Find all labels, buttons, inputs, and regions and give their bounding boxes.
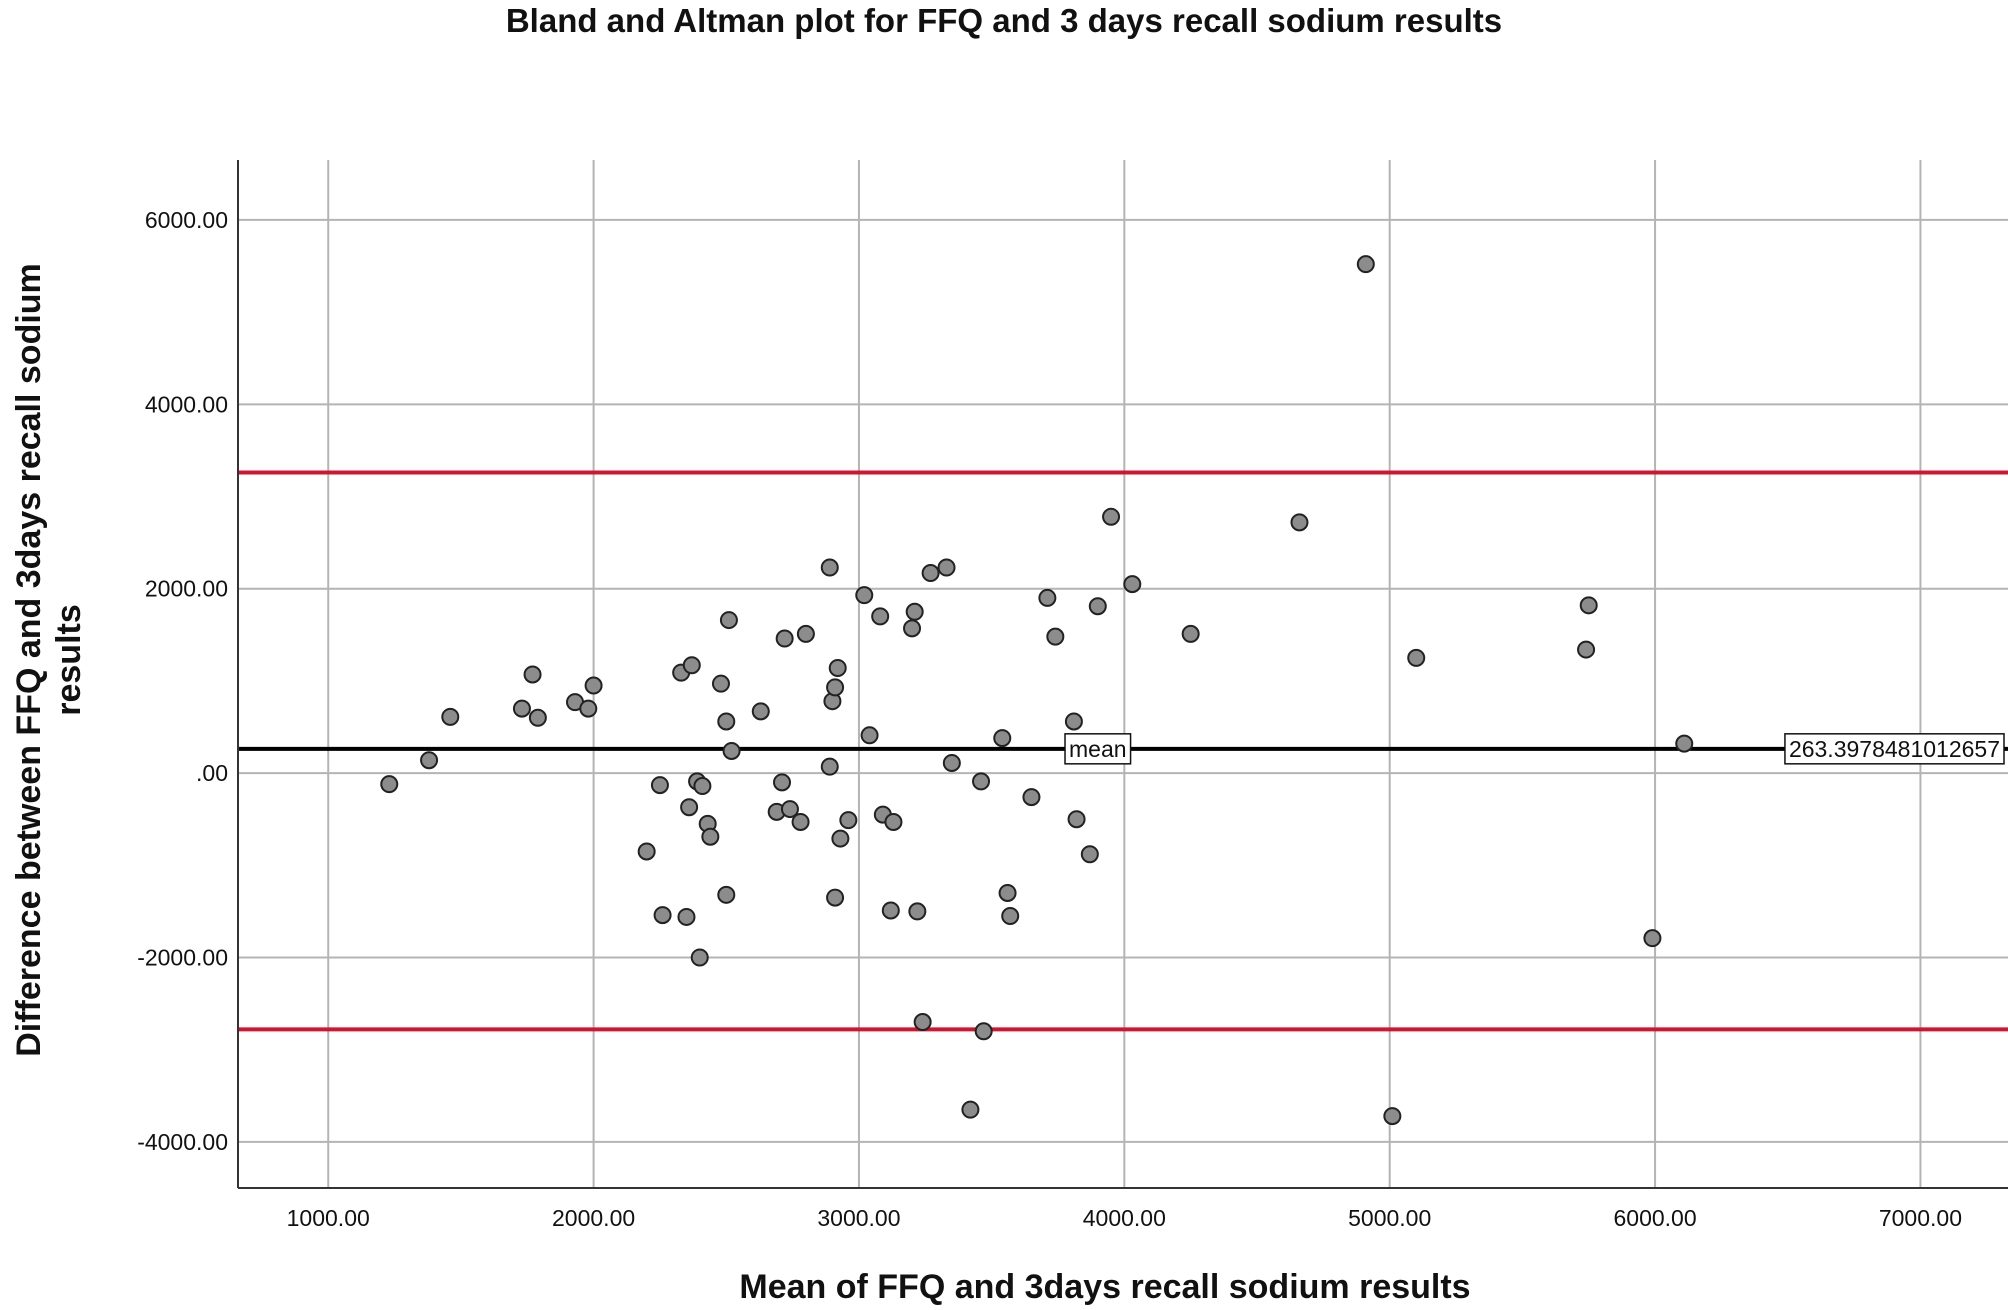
data-point bbox=[796, 624, 815, 643]
annotations: mean 263.3978481012657 bbox=[1064, 733, 2005, 765]
x-tick-label: 4000.00 bbox=[1083, 1205, 1166, 1231]
data-point bbox=[826, 888, 845, 907]
data-point bbox=[881, 901, 900, 920]
data-point bbox=[1080, 845, 1099, 864]
data-point bbox=[993, 729, 1012, 748]
y-tick-label: 2000.00 bbox=[145, 576, 228, 602]
data-point bbox=[719, 611, 738, 630]
data-point bbox=[693, 777, 712, 796]
x-tick-labels: 1000.00 2000.00 3000.00 4000.00 5000.00 6000.… bbox=[287, 1205, 1962, 1231]
data-point bbox=[380, 775, 399, 794]
data-point bbox=[1383, 1107, 1402, 1126]
y-tick-label: 4000.00 bbox=[145, 391, 228, 417]
data-point bbox=[584, 676, 603, 695]
x-tick-label: 1000.00 bbox=[287, 1205, 370, 1231]
data-point bbox=[650, 776, 669, 795]
axes bbox=[237, 160, 2008, 1189]
data-point bbox=[942, 753, 961, 772]
y-axis-title-line-1: Difference between FFQ and 3days recall … bbox=[10, 263, 48, 1057]
data-point bbox=[1022, 788, 1041, 807]
data-point bbox=[637, 842, 656, 861]
data-point bbox=[884, 812, 903, 831]
data-point bbox=[780, 800, 799, 819]
data-point bbox=[1407, 648, 1426, 667]
data-point bbox=[1290, 513, 1309, 532]
data-point bbox=[972, 772, 991, 791]
mean-label-box bbox=[1064, 733, 1132, 765]
data-point bbox=[690, 948, 709, 967]
data-point bbox=[1123, 575, 1142, 594]
data-point bbox=[998, 883, 1017, 902]
data-point bbox=[1643, 929, 1662, 948]
data-point bbox=[855, 586, 874, 605]
data-point bbox=[826, 678, 845, 697]
x-tick-label: 2000.00 bbox=[552, 1205, 635, 1231]
data-point bbox=[701, 827, 720, 846]
data-point bbox=[1356, 255, 1375, 274]
x-tick-label: 5000.00 bbox=[1348, 1205, 1431, 1231]
grid-layer bbox=[238, 160, 2008, 1188]
data-point bbox=[1046, 627, 1065, 646]
mean-value-label: 263.3978481012657 bbox=[1789, 736, 2000, 762]
data-point bbox=[1181, 624, 1200, 643]
data-point bbox=[1064, 712, 1083, 731]
data-point bbox=[682, 656, 701, 675]
y-tick-labels: -4000.00 -2000.00 .00 2000.00 4000.00 6000.00 bbox=[137, 207, 228, 1155]
data-point bbox=[579, 699, 598, 718]
data-point bbox=[523, 665, 542, 684]
data-point bbox=[653, 906, 672, 925]
data-point bbox=[905, 602, 924, 621]
data-point bbox=[420, 751, 439, 770]
data-point bbox=[1038, 588, 1057, 607]
data-point bbox=[1577, 640, 1596, 659]
data-point bbox=[828, 659, 847, 678]
data-point bbox=[722, 741, 741, 760]
data-point bbox=[441, 707, 460, 726]
data-point bbox=[913, 1013, 932, 1032]
data-point bbox=[1102, 507, 1121, 526]
y-tick-label: 6000.00 bbox=[145, 207, 228, 233]
data-point bbox=[820, 558, 839, 577]
y-axis-title-line-2: results bbox=[50, 604, 88, 716]
data-point bbox=[773, 773, 792, 792]
mean-label: mean bbox=[1069, 736, 1127, 762]
x-axis-title: Mean of FFQ and 3days recall sodium resu… bbox=[739, 1268, 1470, 1306]
data-points bbox=[380, 255, 1694, 1126]
y-tick-label: -2000.00 bbox=[137, 945, 228, 971]
data-point bbox=[1579, 596, 1598, 615]
x-tick-label: 6000.00 bbox=[1613, 1205, 1696, 1231]
data-point bbox=[1001, 907, 1020, 926]
data-point bbox=[860, 726, 879, 745]
data-point bbox=[680, 798, 699, 817]
data-point bbox=[751, 702, 770, 721]
data-point bbox=[717, 885, 736, 904]
y-tick-label: .00 bbox=[196, 760, 228, 786]
x-tick-label: 7000.00 bbox=[1879, 1205, 1962, 1231]
data-point bbox=[1067, 810, 1086, 829]
y-tick-label: -4000.00 bbox=[137, 1129, 228, 1155]
data-point bbox=[791, 812, 810, 831]
chart-title: Bland and Altman plot for FFQ and 3 days… bbox=[505, 2, 1503, 39]
data-point bbox=[937, 558, 956, 577]
data-point bbox=[677, 907, 696, 926]
mean-value-box bbox=[1784, 733, 2005, 765]
data-point bbox=[974, 1022, 993, 1041]
data-point bbox=[820, 757, 839, 776]
data-point bbox=[921, 564, 940, 583]
data-point bbox=[1088, 597, 1107, 616]
data-point bbox=[775, 629, 794, 648]
data-point bbox=[908, 902, 927, 921]
x-tick-label: 3000.00 bbox=[817, 1205, 900, 1231]
data-point bbox=[711, 674, 730, 693]
data-point bbox=[871, 607, 890, 626]
data-point bbox=[717, 712, 736, 731]
data-point bbox=[903, 619, 922, 638]
data-point bbox=[839, 811, 858, 830]
data-point bbox=[1675, 734, 1694, 753]
data-point bbox=[961, 1100, 980, 1119]
data-point bbox=[528, 708, 547, 727]
data-point bbox=[512, 699, 531, 718]
data-point bbox=[831, 829, 850, 848]
